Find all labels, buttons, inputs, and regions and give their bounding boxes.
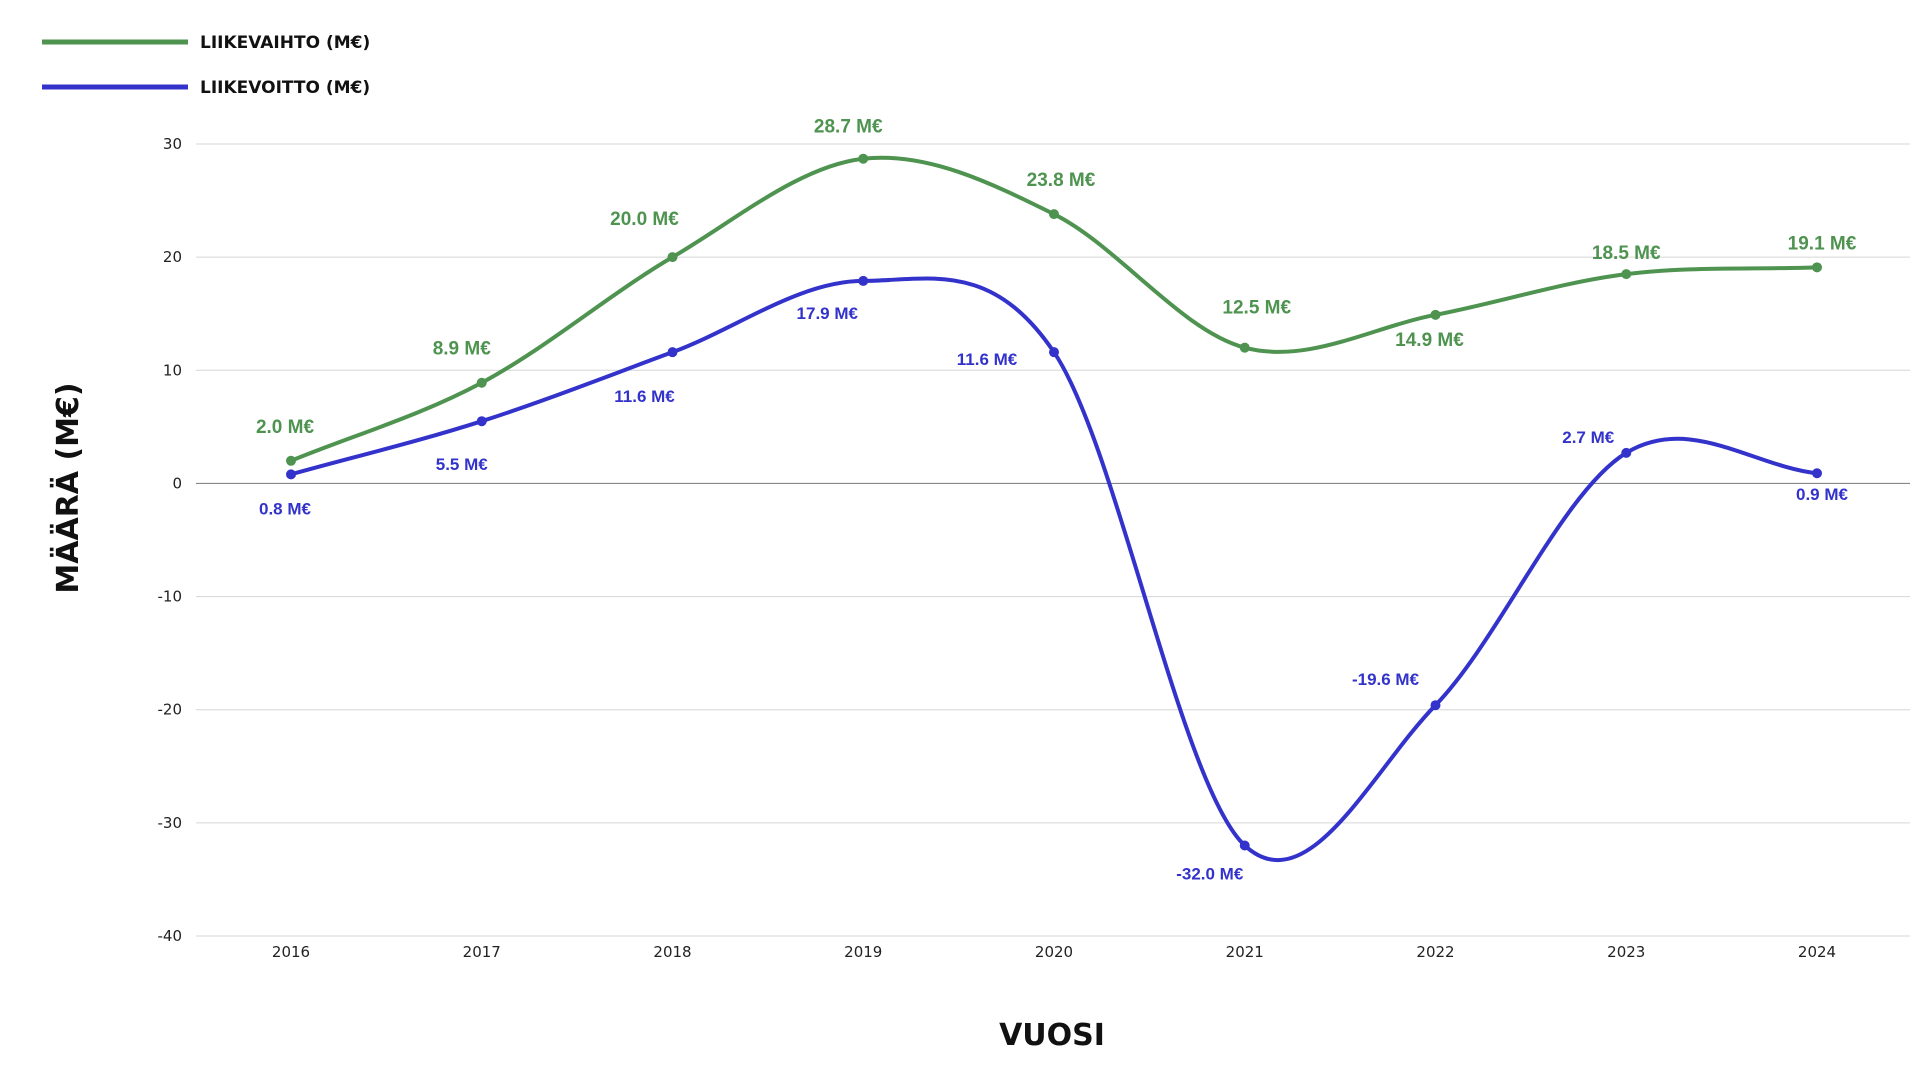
- y-tick-label: -20: [158, 701, 183, 719]
- data-point: [286, 469, 296, 480]
- series-line-liikevaihto: [289, 155, 1819, 463]
- x-axis-ticks: 2016 2017 2018 2019 2020 2021 2022 2023 2024: [272, 943, 1836, 961]
- data-point: [1430, 700, 1441, 711]
- data-label: 18.5 M€: [1592, 243, 1661, 264]
- data-label: 0.8 M€: [259, 499, 312, 518]
- y-tick-label: 0: [172, 474, 182, 492]
- y-tick-label: 30: [163, 135, 182, 153]
- data-label: 5.5 M€: [436, 455, 489, 474]
- data-point: [1239, 840, 1250, 851]
- data-point: [1239, 342, 1250, 353]
- data-label: 12.5 M€: [1222, 298, 1291, 319]
- data-label: 8.9 M€: [433, 339, 492, 360]
- x-tick-label: 2021: [1226, 943, 1264, 961]
- data-point: [1430, 309, 1441, 320]
- data-point: [667, 252, 678, 263]
- data-label: 20.0 M€: [610, 209, 679, 230]
- x-tick-label: 2024: [1798, 943, 1836, 961]
- data-point: [1812, 468, 1822, 479]
- data-label: -19.6 M€: [1352, 670, 1420, 689]
- data-label: -32.0 M€: [1176, 864, 1244, 883]
- y-axis-title: MÄÄRÄ (M€): [50, 382, 86, 593]
- data-point: [476, 416, 487, 427]
- x-axis-title: VUOSI: [999, 1018, 1105, 1053]
- data-point: [1049, 209, 1059, 220]
- legend-label-liikevoitto: LIIKEVOITTO (M€): [200, 78, 370, 98]
- y-tick-label: 20: [163, 248, 182, 266]
- data-label: 14.9 M€: [1395, 330, 1464, 351]
- x-tick-label: 2020: [1035, 943, 1073, 961]
- data-label: 28.7 M€: [814, 117, 883, 138]
- data-point: [1812, 262, 1822, 273]
- y-tick-label: 10: [163, 361, 182, 379]
- data-labels: 2.0 M€ 8.9 M€ 20.0 M€ 28.7 M€ 23.8 M€ 12.5 M€…: [256, 117, 1857, 884]
- legend-label-liikevaihto: LIIKEVAIHTO (M€): [200, 33, 370, 53]
- legend: LIIKEVAIHTO (M€) LIIKEVOITTO (M€): [42, 33, 370, 98]
- data-label: 23.8 M€: [1027, 170, 1096, 191]
- y-tick-label: -10: [158, 588, 183, 606]
- x-tick-label: 2017: [463, 943, 501, 961]
- data-points: [286, 153, 1822, 851]
- x-tick-label: 2018: [653, 943, 691, 961]
- x-tick-label: 2016: [272, 943, 310, 961]
- data-label: 19.1 M€: [1788, 233, 1857, 254]
- data-point: [1621, 447, 1632, 458]
- gridlines: [196, 143, 1910, 937]
- data-point: [286, 455, 296, 466]
- data-label: 2.7 M€: [1562, 428, 1615, 447]
- data-label: 11.6 M€: [614, 387, 675, 406]
- data-label: 2.0 M€: [256, 417, 315, 438]
- data-point: [667, 347, 678, 358]
- series-lines: [289, 155, 1819, 862]
- data-point: [476, 377, 487, 388]
- series-line-liikevoitto: [289, 276, 1819, 862]
- data-label: 11.6 M€: [957, 350, 1018, 369]
- x-tick-label: 2023: [1607, 943, 1645, 961]
- data-label: 17.9 M€: [797, 304, 859, 323]
- data-point: [1621, 269, 1632, 280]
- y-axis-ticks: 30 20 10 0 -10 -20 -30 -40: [158, 135, 183, 945]
- x-tick-label: 2022: [1416, 943, 1454, 961]
- y-tick-label: -40: [158, 927, 183, 945]
- data-point: [1049, 347, 1059, 358]
- x-tick-label: 2019: [844, 943, 882, 961]
- data-label: 0.9 M€: [1796, 485, 1849, 504]
- data-point: [858, 153, 869, 164]
- data-point: [858, 275, 869, 286]
- y-tick-label: -30: [158, 814, 183, 832]
